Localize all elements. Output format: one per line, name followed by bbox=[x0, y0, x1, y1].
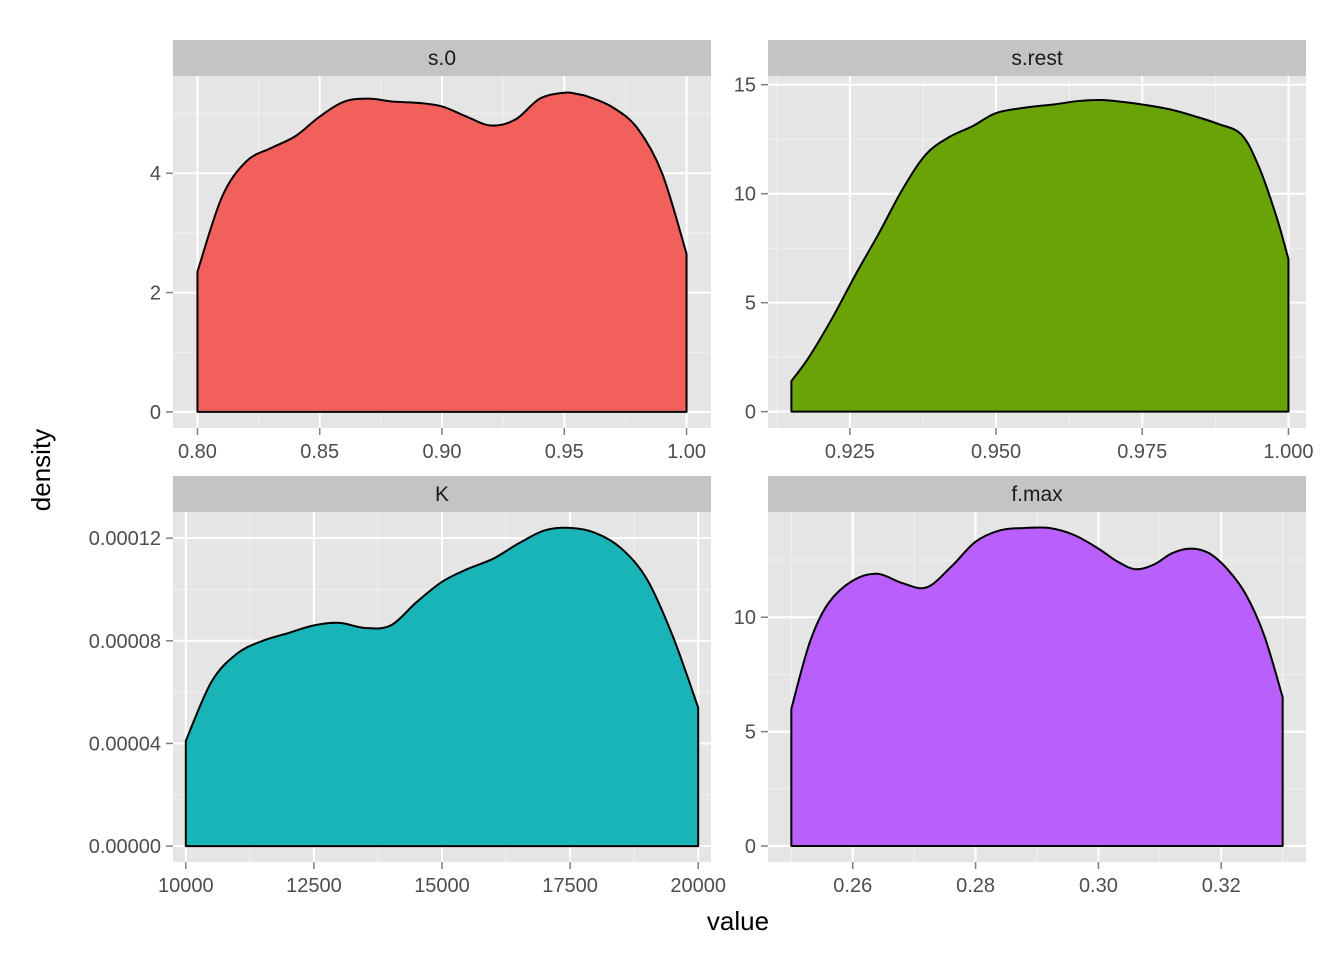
x-tick-label: 0.90 bbox=[423, 441, 462, 463]
x-tick-label: 0.950 bbox=[971, 441, 1021, 463]
y-tick-label: 5 bbox=[745, 293, 756, 315]
density-area bbox=[790, 98, 1290, 413]
x-tick-label: 0.925 bbox=[825, 441, 875, 463]
x-tick-label: 0.975 bbox=[1117, 441, 1167, 463]
x-tick-label: 20000 bbox=[670, 875, 726, 897]
facet-strip-label: s.0 bbox=[428, 47, 456, 70]
facet-panel-3: K 10000 12500 15000 17500 20000 0.00000 0.00004… bbox=[89, 476, 726, 897]
x-tick-label: 0.26 bbox=[833, 875, 872, 897]
y-tick-label: 0.00000 bbox=[89, 836, 161, 858]
facet-strip-label: f.max bbox=[1011, 483, 1063, 506]
density-area bbox=[184, 526, 700, 848]
x-tick-label: 0.85 bbox=[300, 441, 339, 463]
y-tick-label: 0.00012 bbox=[89, 528, 161, 550]
facet-strip bbox=[768, 40, 1306, 76]
facet-panel-2: s.rest 0.925 0.950 0.975 1.000 0 5 10 15 bbox=[734, 40, 1313, 463]
y-tick-label: 4 bbox=[150, 163, 161, 185]
x-tick-label: 0.80 bbox=[178, 441, 217, 463]
facet-strip bbox=[173, 40, 711, 76]
y-tick-label: 0 bbox=[745, 402, 756, 424]
x-tick-label: 1.000 bbox=[1263, 441, 1313, 463]
y-tick-label: 0.00008 bbox=[89, 631, 161, 653]
y-axis-title: density bbox=[26, 429, 56, 511]
y-tick-label: 10 bbox=[734, 607, 756, 629]
facet-panel-1: s.0 0.80 0.85 0.90 0.95 1.00 0 2 4 bbox=[150, 40, 711, 463]
y-tick-label: 10 bbox=[734, 184, 756, 206]
facet-panel-4: f.max 0.26 0.28 0.30 0.32 0 5 10 bbox=[734, 476, 1306, 897]
density-area bbox=[790, 526, 1284, 847]
facet-strip bbox=[173, 476, 711, 512]
x-tick-label: 0.30 bbox=[1079, 875, 1118, 897]
y-tick-label: 0.00004 bbox=[89, 733, 161, 755]
x-tick-label: 1.00 bbox=[667, 441, 706, 463]
x-tick-label: 17500 bbox=[542, 875, 598, 897]
x-tick-label: 12500 bbox=[286, 875, 342, 897]
x-tick-label: 10000 bbox=[158, 875, 214, 897]
density-area bbox=[196, 91, 688, 413]
y-tick-label: 5 bbox=[745, 722, 756, 744]
x-tick-label: 0.32 bbox=[1202, 875, 1241, 897]
y-tick-label: 0 bbox=[745, 836, 756, 858]
y-tick-label: 2 bbox=[150, 283, 161, 305]
x-tick-label: 0.28 bbox=[956, 875, 995, 897]
facet-strip-label: K bbox=[435, 483, 449, 506]
x-tick-label: 15000 bbox=[414, 875, 470, 897]
facet-strip-label: s.rest bbox=[1011, 47, 1063, 70]
facet-strip bbox=[768, 476, 1306, 512]
x-axis-title: value bbox=[707, 906, 769, 936]
y-tick-label: 0 bbox=[150, 402, 161, 424]
y-tick-label: 15 bbox=[734, 75, 756, 97]
x-tick-label: 0.95 bbox=[545, 441, 584, 463]
